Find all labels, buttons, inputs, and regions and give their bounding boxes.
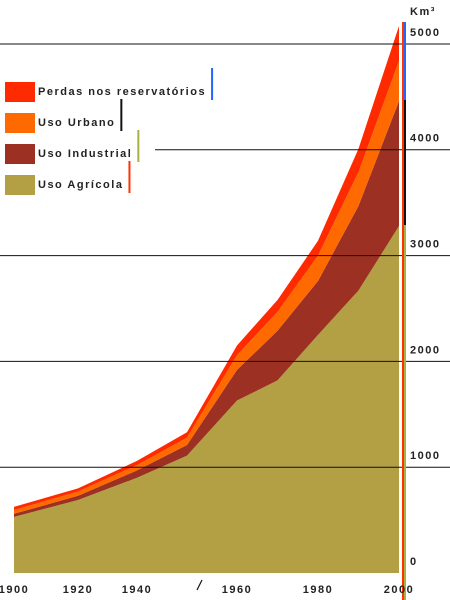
legend-swatch bbox=[5, 175, 35, 195]
legend-swatch bbox=[5, 82, 35, 102]
x-tick-label: 1900 bbox=[0, 584, 29, 596]
legend-swatch bbox=[5, 113, 35, 133]
area bbox=[14, 226, 399, 573]
legend-label: Uso Urbano bbox=[38, 117, 115, 129]
grid bbox=[0, 43, 450, 468]
y-tick-label: 1000 bbox=[410, 450, 440, 462]
y-tick-label: 3000 bbox=[410, 239, 440, 251]
areas bbox=[14, 26, 399, 573]
x-tick-label: 1960 bbox=[222, 584, 252, 596]
legend-label: Uso Agrícola bbox=[38, 179, 123, 191]
y-tick-label: 5000 bbox=[410, 27, 440, 39]
y-unit: Km³ bbox=[410, 6, 436, 18]
x-tick-label: 1920 bbox=[63, 584, 93, 596]
x-tick-label: 1980 bbox=[303, 584, 333, 596]
y-tick-label: 0 bbox=[410, 556, 418, 568]
legend-label: Perdas nos reservatórios bbox=[38, 86, 206, 98]
y-tick-label: 4000 bbox=[410, 133, 440, 145]
x-tick-label: 1940 bbox=[122, 584, 152, 596]
y-tick-label: 2000 bbox=[410, 344, 440, 356]
legend-swatch bbox=[5, 144, 35, 164]
axis-break bbox=[196, 579, 203, 591]
x-tick-label: 2000 bbox=[384, 584, 414, 596]
legend-label: Uso Industrial bbox=[38, 148, 132, 160]
area bbox=[14, 101, 399, 517]
legend: Perdas nos reservatórios Uso Urbano Uso In… bbox=[5, 68, 214, 195]
